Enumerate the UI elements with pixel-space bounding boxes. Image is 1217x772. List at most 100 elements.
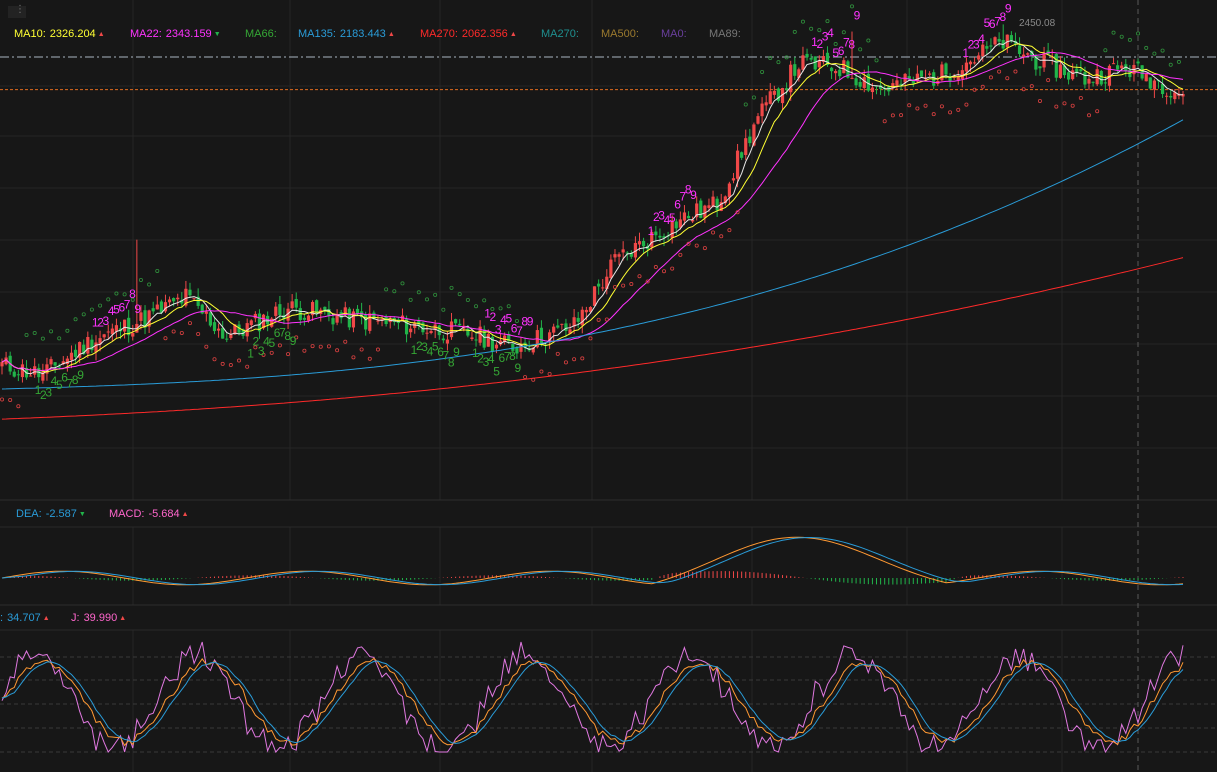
candle-body <box>16 374 20 376</box>
sar-dot <box>817 28 822 33</box>
candle-body <box>216 328 221 331</box>
candle-body <box>1058 64 1063 78</box>
counter-digit: 8 <box>1000 10 1007 24</box>
counter-digit: 4 <box>664 213 671 227</box>
sar-dot <box>8 397 13 402</box>
sar-dot <box>809 26 814 31</box>
candle-body <box>964 62 969 72</box>
sar-dot <box>416 290 421 295</box>
candle-body <box>821 56 825 62</box>
legend-value: 2183.443 <box>339 28 386 40</box>
sar-dot <box>261 352 266 357</box>
candle-body <box>1022 54 1026 57</box>
candle-body <box>825 52 830 65</box>
candle-body <box>523 342 527 348</box>
counter-digit: 2 <box>653 210 660 224</box>
sar-dot <box>32 331 37 336</box>
sar-dot <box>915 106 920 111</box>
candle-body <box>515 347 519 354</box>
counter-digit: 6 <box>838 44 845 58</box>
candle-body <box>192 298 196 300</box>
candle-body <box>972 62 977 64</box>
sar-dot <box>433 292 438 297</box>
candle-body <box>1103 82 1107 84</box>
candle-body <box>1160 83 1165 95</box>
candle-body <box>752 124 756 146</box>
sar-dot <box>719 234 724 239</box>
counter-digit: 2 <box>490 310 497 324</box>
legend-item-ma135: MA135: 2183.443 ▲ <box>298 28 395 40</box>
candle-body <box>286 308 290 321</box>
counter-digit: 6 <box>61 370 68 384</box>
candle-body <box>151 308 155 312</box>
legend-value: -5.684 <box>148 508 180 520</box>
candle-body <box>237 324 241 333</box>
candle-body <box>110 328 114 335</box>
candle-body <box>49 359 53 365</box>
counter-digit: 3 <box>973 37 980 51</box>
candle-body <box>547 332 552 343</box>
candle-body <box>907 76 911 80</box>
candle-body <box>682 212 687 221</box>
candle-body <box>1054 53 1058 78</box>
candle-body <box>102 334 106 338</box>
sar-dot <box>73 317 78 322</box>
candle-body <box>323 306 327 311</box>
candle-body <box>968 61 973 65</box>
legend-label: MA66: <box>245 28 277 40</box>
counter-digit: 2 <box>816 37 823 51</box>
counter-digit: 5 <box>505 311 512 325</box>
sar-dot <box>196 331 201 336</box>
ma5-line <box>1 40 1183 375</box>
sar-dot <box>212 357 217 362</box>
candle-body <box>302 317 307 320</box>
counter-digit: 5 <box>669 211 676 225</box>
sar-dot <box>751 95 756 100</box>
candle-body <box>580 309 584 326</box>
counter-digit: 7 <box>504 350 511 364</box>
counter-digit: 8 <box>284 329 291 343</box>
sar-dot <box>220 361 225 366</box>
sar-dot <box>98 303 103 308</box>
sar-dot <box>1160 48 1165 53</box>
sar-dot <box>1013 69 1018 74</box>
candle-body <box>1148 77 1152 89</box>
candle-body <box>404 319 409 335</box>
counter-digit: 6 <box>499 351 506 365</box>
dea-line <box>1 537 1184 586</box>
sar-dot <box>343 339 348 344</box>
candle-body <box>45 364 49 374</box>
sar-dot <box>907 103 912 108</box>
sar-dot <box>302 348 307 353</box>
candle-body <box>985 46 989 49</box>
corner-menu-icon[interactable]: ⋮ <box>8 4 26 18</box>
d-line <box>1 660 1184 744</box>
counter-digit: 7 <box>516 324 523 338</box>
counter-digit: 5 <box>268 336 275 350</box>
candle-body <box>592 286 597 306</box>
legend-value: 2062.356 <box>461 28 508 40</box>
candle-body <box>351 311 356 328</box>
sar-dot <box>1078 96 1083 101</box>
sar-dot <box>629 282 634 287</box>
counter-digit: 9 <box>134 302 141 316</box>
sar-dot <box>1087 113 1092 118</box>
candle-body <box>829 67 834 72</box>
candle-body <box>1005 34 1009 48</box>
candle-body <box>1165 95 1169 97</box>
counter-digit: 7 <box>124 297 131 311</box>
candle-body <box>331 318 335 325</box>
sar-dot <box>841 30 846 35</box>
candle-body <box>41 372 45 381</box>
sar-dot <box>890 113 895 118</box>
sar-dot <box>849 4 854 9</box>
legend-item-ma0: MA0: <box>661 28 691 40</box>
candle-body <box>597 283 601 287</box>
candle-body <box>915 73 919 82</box>
candle-body <box>809 58 813 60</box>
candle-body <box>478 326 482 343</box>
candle-body <box>233 324 237 335</box>
